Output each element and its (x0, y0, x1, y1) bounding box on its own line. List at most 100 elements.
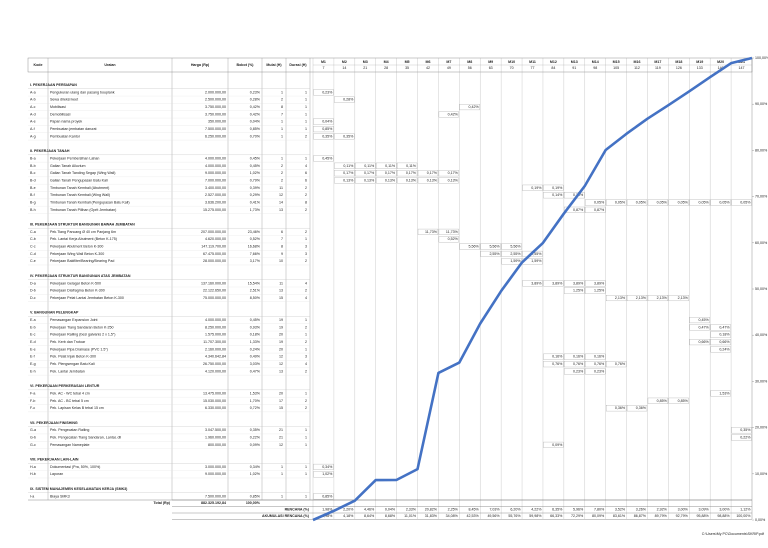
cell-text: Pekerjaan Pembersihan Lahan (50, 156, 99, 160)
y-tick-label: 10,00% (755, 472, 768, 476)
cell-text: Pek. AC - BC tebal 5 cm (50, 399, 89, 403)
cell-text: 3 (305, 252, 307, 256)
cell-text: 4.120.000,00 (205, 369, 226, 373)
cell-text: A-e (30, 120, 36, 124)
weekly-value: 0,11% (343, 164, 354, 168)
cell-text: 2 (305, 134, 307, 138)
y-tick-label: 0,00% (755, 518, 766, 522)
weekly-value: 0,35% (343, 134, 354, 138)
bar-cell (355, 162, 376, 169)
cell-text: 2,51% (250, 289, 261, 293)
section-title: VI. PEKERJAAN PERKERASAN LENTUR (30, 384, 100, 388)
bar-cell (689, 324, 710, 331)
weekly-value: 0,17% (385, 171, 396, 175)
weekly-plan: 3,26% (636, 508, 647, 512)
weekly-plan: 0,04% (385, 508, 396, 512)
cell-text: C-e (30, 259, 36, 263)
cell-text: Pek. AC - WC tebal 4 cm (50, 391, 90, 395)
cell-text: 0,52% (250, 237, 261, 241)
bar-cell (731, 434, 752, 441)
cell-text: A-f (30, 127, 35, 131)
cell-text: 7.000.000,00 (205, 178, 226, 182)
weekly-value: 0,19% (552, 186, 563, 190)
bar-cell (480, 243, 501, 250)
weekly-plan: 2,92% (657, 508, 668, 512)
weekly-value: 0,28% (343, 98, 354, 102)
cell-text: 2 (305, 369, 307, 373)
bar-cell (355, 177, 376, 184)
weekly-value: 0,76% (552, 362, 563, 366)
cell-text: 800.000,00 (208, 443, 226, 447)
cell-text: E-e (30, 347, 36, 351)
cell-text: 1 (281, 134, 283, 138)
bar-cell (376, 162, 397, 169)
cell-text: F-a (30, 391, 35, 395)
weekly-value: 2,55% (531, 252, 542, 256)
cell-text: 11 (279, 186, 283, 190)
section-title: III. PEKERJAAN STRUKTUR BANGUNAN BAWAH J… (30, 223, 135, 227)
week-day: 7 (322, 66, 324, 70)
weekly-plan: 4,46% (364, 508, 375, 512)
weekly-value: 0,85% (322, 494, 333, 498)
bar-cell (585, 206, 606, 213)
weekly-value: 0,35% (322, 134, 333, 138)
cell-text: Pekerjaan Gelagar Beton K-500 (50, 281, 101, 285)
cell-text: 1 (281, 127, 283, 131)
bar-cell (438, 111, 459, 118)
cumulative-plan: 89,79% (655, 514, 668, 518)
cell-text: I-a (30, 494, 34, 498)
bar-cell (480, 250, 501, 257)
bar-cell (396, 177, 418, 184)
cell-text: 1 (305, 465, 307, 469)
weekly-value: 0,23% (594, 369, 605, 373)
weekly-value: 0,05% (615, 200, 626, 204)
weekly-value: 0,17% (364, 171, 375, 175)
cell-text: 0,70% (250, 134, 261, 138)
weekly-plan: 3,09% (698, 508, 709, 512)
weekly-value: 1,25% (594, 289, 605, 293)
cell-text: 0,39% (250, 186, 261, 190)
weekly-value: 5,56% (469, 245, 480, 249)
total-price: 882.325.192,84 (201, 501, 226, 505)
weekly-value: 0,36% (636, 406, 647, 410)
weekly-value: 2,13% (678, 296, 689, 300)
y-tick-label: 30,00% (755, 379, 768, 383)
bar-cell (438, 177, 459, 184)
bar-cell (334, 170, 355, 177)
cell-text: Biaya SMK3 (50, 494, 70, 498)
cell-text: B-f (30, 193, 35, 197)
cell-text: Pek. Kerb dan Trotoar (50, 340, 86, 344)
bar-cell (417, 228, 439, 235)
weekly-value: 0,13% (448, 178, 459, 182)
weekly-plan: 20,82% (425, 508, 438, 512)
cell-text: 0,18% (250, 333, 261, 337)
weekly-plan: 2,25% (448, 508, 459, 512)
cell-text: C-b (30, 237, 36, 241)
bar-cell (355, 170, 376, 177)
weekly-value: 0,42% (448, 112, 459, 116)
cell-text: 1 (305, 127, 307, 131)
cell-text: 2.527.000,00 (205, 193, 226, 197)
cell-text: A-d (30, 112, 36, 116)
cell-text: 3.750.000,00 (205, 112, 226, 116)
cell-text: 0,42% (250, 112, 261, 116)
week-header: M6 (425, 60, 430, 64)
weekly-value: 2,13% (657, 296, 668, 300)
weekly-value: 1,25% (573, 289, 584, 293)
cell-text: Demobilisasi (50, 112, 71, 116)
cell-text: 3.000.000,00 (205, 465, 226, 469)
bar-cell (543, 441, 564, 448)
cell-text: 12 (279, 362, 283, 366)
week-header: M8 (467, 60, 472, 64)
bar-cell (334, 96, 355, 103)
cell-text: 26.750.000,00 (203, 362, 226, 366)
column-header: Harga (Rp) (191, 63, 210, 67)
cell-text: 9.000.000,00 (205, 171, 226, 175)
week-day: 140 (718, 66, 724, 70)
y-tick-label: 20,00% (755, 426, 768, 430)
cell-text: 0,04% (250, 120, 261, 124)
week-day: 77 (531, 66, 535, 70)
cell-text: 0,93% (250, 325, 261, 329)
cell-text: Pekerjaan Abutment Beton K-300 (50, 245, 103, 249)
bar-cell (334, 177, 355, 184)
